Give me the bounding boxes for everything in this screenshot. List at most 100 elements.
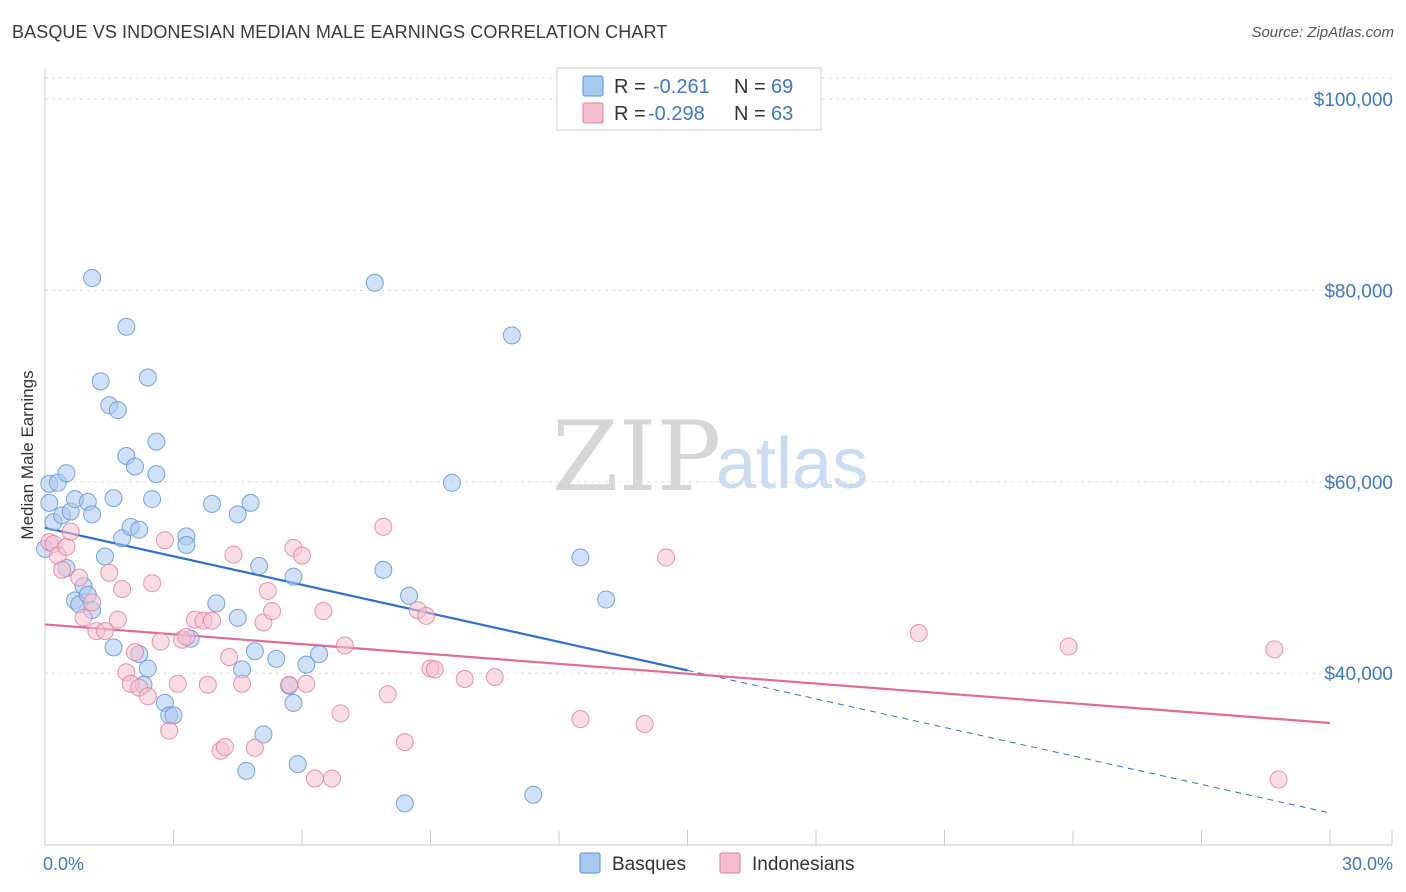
point-indonesians-48 [374, 517, 393, 536]
point-basques-15 [83, 505, 102, 524]
point-indonesians-19 [143, 574, 162, 593]
point-basques-18 [95, 547, 114, 566]
point-indonesians-60 [909, 624, 928, 643]
y-tick-label-0: $40,000 [1324, 664, 1393, 685]
point-basques-34 [147, 432, 166, 451]
point-indonesians-29 [203, 611, 222, 630]
axes [44, 68, 1393, 846]
point-indonesians-43 [305, 769, 324, 788]
point-indonesians-11 [100, 563, 119, 582]
point-basques-57 [297, 655, 316, 674]
x-tick-label-1: 30.0% [1342, 854, 1393, 874]
point-indonesians-7 [74, 608, 93, 627]
point-indonesians-42 [297, 674, 316, 693]
point-indonesians-45 [322, 769, 341, 788]
point-indonesians-4 [57, 537, 76, 556]
point-basques-56 [288, 755, 307, 774]
point-indonesians-23 [168, 674, 187, 693]
point-indonesians-49 [378, 685, 397, 704]
point-basques-54 [284, 693, 303, 712]
legend-swatch-basques [582, 75, 604, 97]
point-basques-58 [310, 645, 329, 664]
point-indonesians-12 [108, 610, 127, 629]
bottom-legend-swatch-basques [579, 852, 601, 874]
bottom-legend-label-basques: Basques [612, 854, 686, 875]
point-basques-43 [207, 594, 226, 613]
point-indonesians-61 [1059, 637, 1078, 656]
bottom-legend: Basques Indonesians [579, 852, 854, 875]
watermark-zip: ZIP [552, 401, 721, 513]
point-basques-24 [117, 317, 136, 336]
point-basques-47 [237, 761, 256, 780]
source-label: Source: ZipAtlas.com [1251, 24, 1394, 41]
point-basques-22 [108, 401, 127, 420]
legend-r-label-basques: R = [614, 76, 646, 98]
point-basques-50 [250, 557, 269, 576]
point-indonesians-21 [155, 531, 174, 550]
data-points [36, 268, 1288, 813]
legend-n-value-basques: 69 [771, 76, 793, 98]
trend-lines [44, 526, 1331, 814]
point-indonesians-8 [83, 593, 102, 612]
y-tick-label-1: $60,000 [1324, 473, 1393, 494]
point-basques-48 [241, 493, 260, 512]
point-indonesians-37 [258, 581, 277, 600]
point-indonesians-5 [61, 522, 80, 541]
tick-labels: $40,000 $60,000 $80,000 $100,000 0.0% 30.0% [43, 90, 1393, 874]
y-tick-label-3: $100,000 [1314, 90, 1393, 111]
point-basques-60 [374, 560, 393, 579]
point-basques-61 [395, 794, 414, 813]
point-indonesians-59 [657, 548, 676, 567]
point-indonesians-18 [138, 687, 157, 706]
point-basques-63 [442, 473, 461, 492]
trend-line-extension-basques [687, 669, 1331, 814]
point-indonesians-44 [314, 602, 333, 621]
point-basques-33 [143, 490, 162, 509]
point-indonesians-55 [455, 669, 474, 688]
point-basques-16 [83, 268, 102, 287]
legend-n-value-indonesians: 63 [771, 103, 793, 125]
point-indonesians-10 [95, 622, 114, 641]
point-indonesians-47 [335, 636, 354, 655]
point-basques-35 [147, 465, 166, 484]
point-basques-67 [597, 590, 616, 609]
point-indonesians-22 [160, 721, 179, 740]
point-indonesians-16 [125, 643, 144, 662]
point-indonesians-34 [233, 674, 252, 693]
point-indonesians-41 [293, 546, 311, 565]
point-indonesians-13 [113, 580, 132, 599]
trend-line-basques [44, 526, 688, 672]
watermark-atlas: atlas [716, 424, 868, 504]
bottom-legend-swatch-indonesians [719, 852, 741, 874]
point-indonesians-35 [245, 738, 264, 757]
point-basques-45 [228, 505, 247, 524]
legend-r-value-indonesians: -0.298 [648, 103, 705, 125]
legend-swatch-indonesians [582, 102, 604, 124]
point-basques-66 [571, 548, 590, 567]
point-basques-21 [104, 638, 123, 657]
y-axis-title: Median Male Earnings [18, 370, 37, 539]
point-basques-28 [130, 520, 149, 539]
point-indonesians-39 [280, 675, 299, 694]
point-indonesians-extra-0 [1269, 770, 1288, 789]
point-basques-51 [254, 725, 273, 744]
point-basques-64 [502, 326, 521, 345]
point-basques-32 [138, 368, 157, 387]
point-indonesians-6 [70, 568, 89, 587]
point-indonesians-25 [177, 627, 196, 646]
point-basques-62 [400, 586, 419, 605]
legend-r-label-indonesians: R = [614, 103, 646, 125]
point-basques-38 [164, 706, 183, 725]
legend-r-value-basques: -0.261 [653, 76, 710, 98]
point-basques-65 [524, 785, 543, 804]
bottom-legend-label-indonesians: Indonesians [752, 854, 854, 875]
point-basques-5 [57, 464, 76, 483]
point-basques-44 [228, 608, 247, 627]
point-basques-1 [40, 493, 59, 512]
watermark: ZIP atlas [552, 401, 868, 513]
point-indonesians-62 [1265, 640, 1284, 659]
point-basques-20 [104, 489, 123, 508]
point-basques-31 [138, 659, 157, 678]
point-indonesians-58 [635, 714, 654, 733]
point-basques-49 [245, 642, 264, 661]
